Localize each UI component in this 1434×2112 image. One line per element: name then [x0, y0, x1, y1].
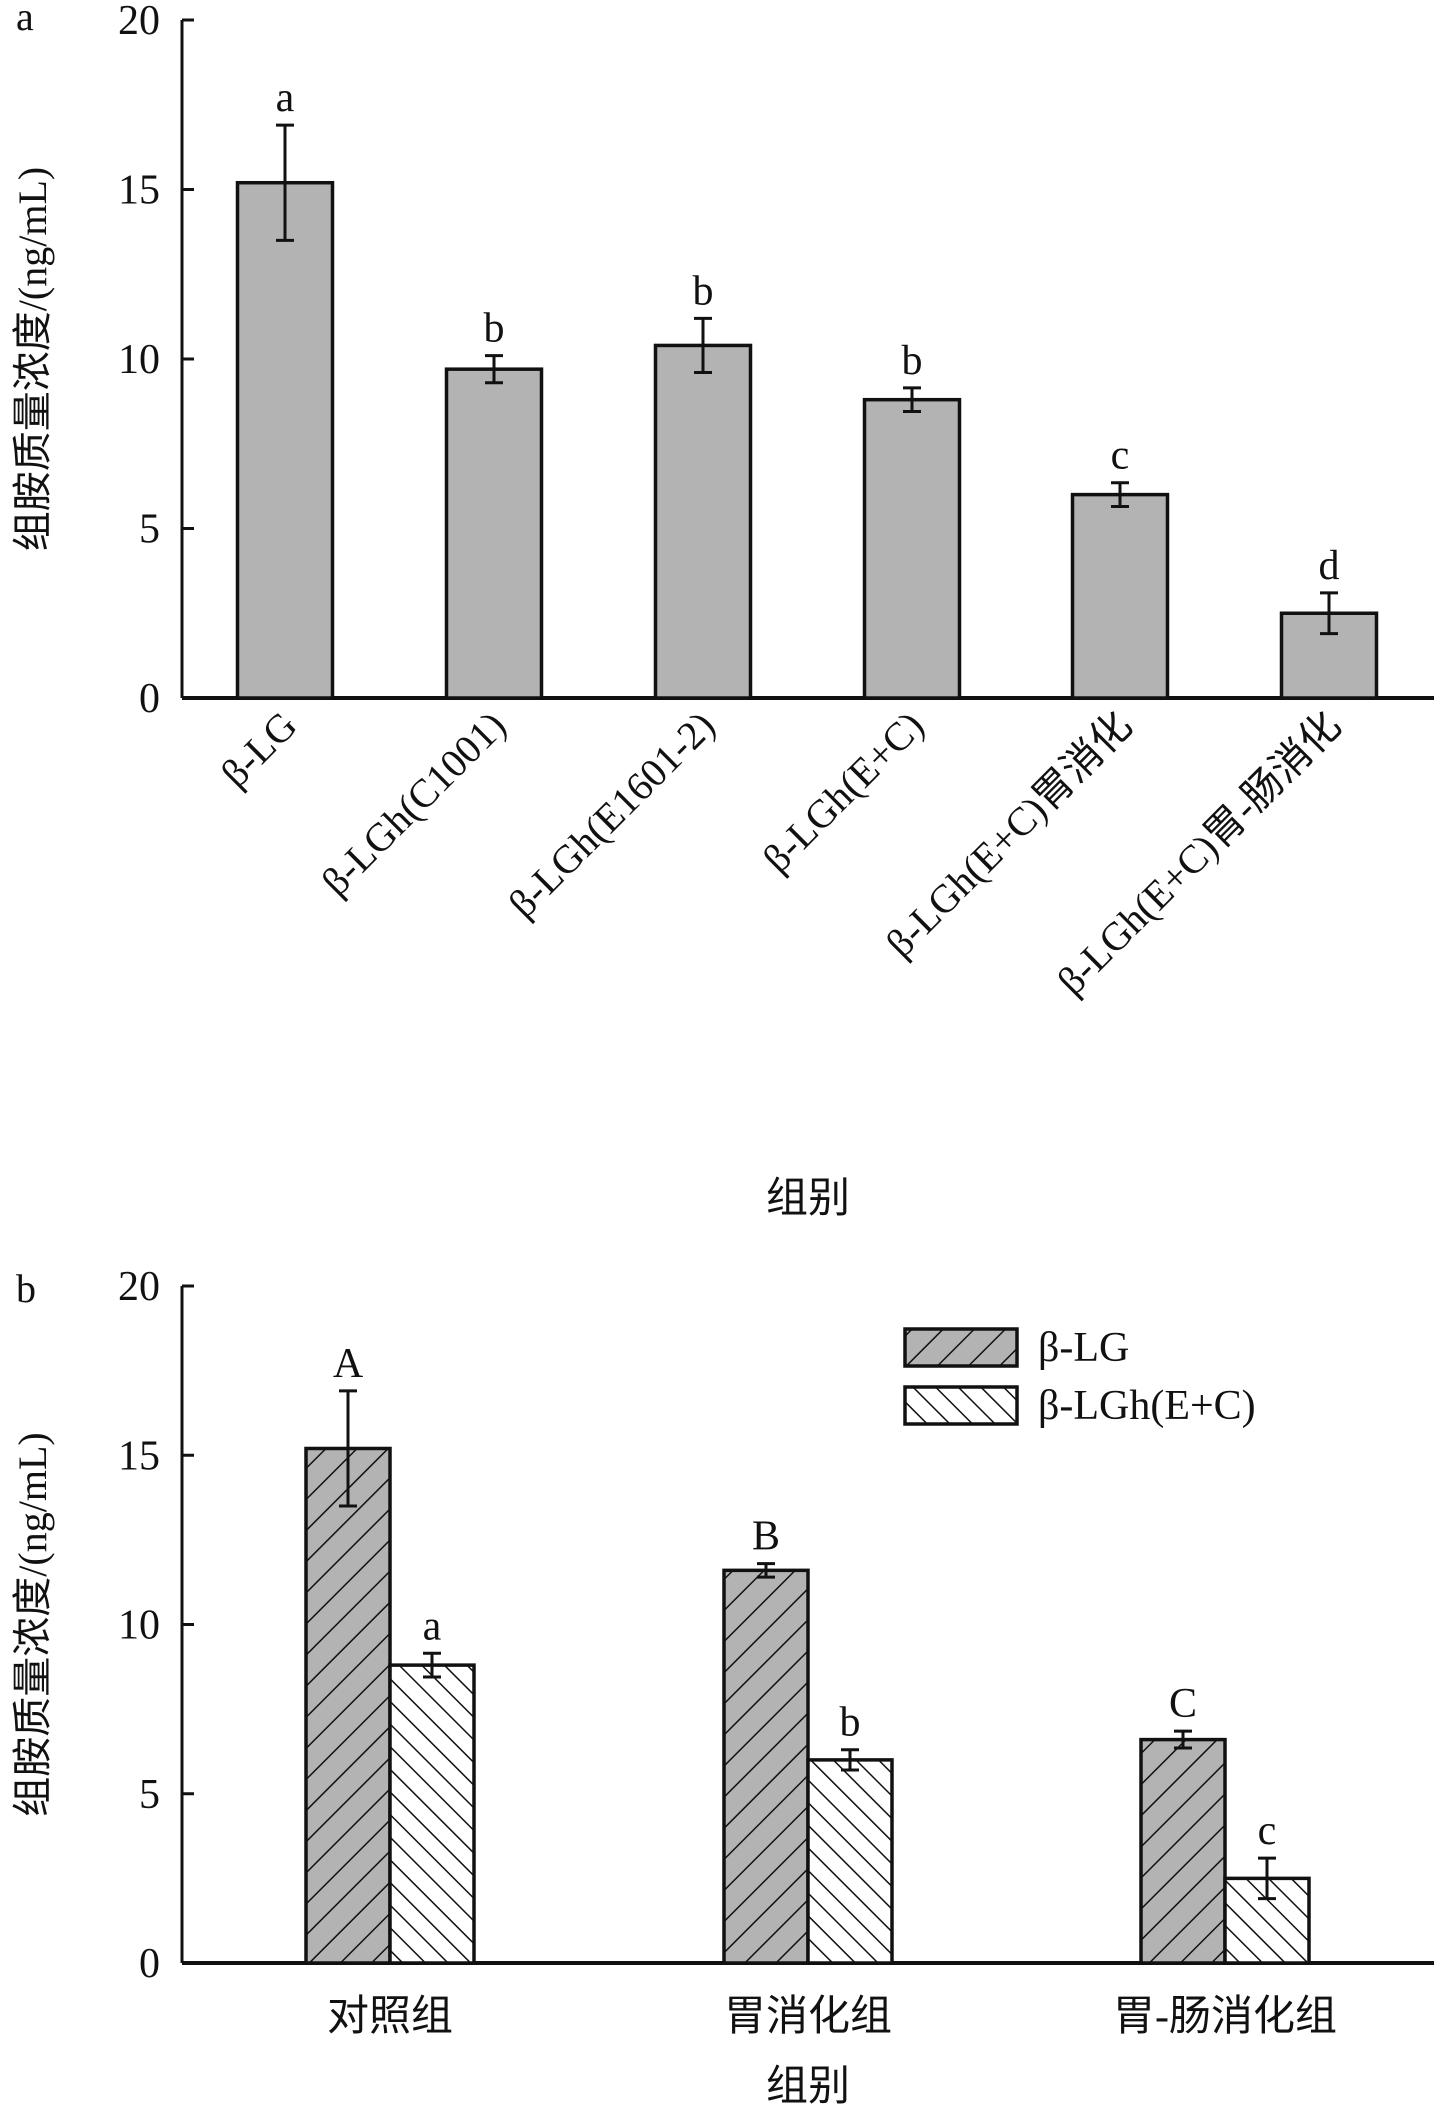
bar — [388, 1663, 476, 1965]
panel-label-b: b — [16, 1266, 36, 1311]
y-tick-label: 10 — [118, 337, 160, 383]
significance-letter: a — [276, 75, 295, 121]
chart-a: 0 5 10 15 20 组胺质量浓度/(ng/mL) a β-LG b β-LGh(C1001)… — [10, 0, 1434, 1222]
legend-swatch — [903, 1385, 1019, 1426]
x-axis-label: 组别 — [766, 1176, 850, 1222]
legend-label: β-LGh(E+C) — [1038, 1383, 1256, 1429]
bar — [722, 1568, 810, 1965]
x-tick-label: β-LGh(E1601-2) — [500, 703, 724, 927]
chart-b: 0 5 10 15 20 组胺质量浓度/(ng/mL) A B Cβ-LG a b c β-LGh(E+… — [10, 1264, 1434, 2110]
significance-letter: b — [484, 306, 505, 352]
significance-letter: d — [1319, 543, 1340, 589]
bar — [1139, 1737, 1227, 1965]
significance-letter: b — [693, 268, 714, 314]
x-tick-label: β-LGh(C1001) — [313, 703, 515, 905]
y-tick-label: 0 — [139, 1941, 160, 1987]
y-tick-label: 20 — [118, 0, 160, 44]
x-tick-label: β-LGh(E+C) — [754, 703, 932, 881]
significance-letter: C — [1169, 1681, 1197, 1727]
y-tick-label: 0 — [139, 676, 160, 722]
bar — [653, 343, 753, 700]
y-tick-label: 15 — [118, 1433, 160, 1479]
significance-letter: B — [752, 1514, 780, 1560]
x-tick-label: 胃消化组 — [724, 1994, 892, 2040]
y-axis-label: 组胺质量浓度/(ng/mL) — [10, 167, 55, 551]
x-tick-label: 胃-肠消化组 — [1113, 1994, 1337, 2040]
significance-letter: b — [840, 1700, 861, 1746]
bar — [304, 1446, 392, 1965]
x-tick-label: β-LG — [212, 703, 305, 796]
y-tick-label: 5 — [139, 1772, 160, 1818]
bar — [235, 180, 335, 700]
y-tick-label: 20 — [118, 1264, 160, 1310]
y-tick-label: 15 — [118, 168, 160, 214]
x-tick-label: 对照组 — [327, 1994, 453, 2040]
y-axis-label: 组胺质量浓度/(ng/mL) — [10, 1432, 55, 1816]
significance-letter: c — [1258, 1808, 1277, 1854]
panel-label-a: a — [16, 0, 34, 39]
bar — [1070, 492, 1170, 700]
x-axis-label: 组别 — [766, 2064, 850, 2110]
significance-letter: A — [333, 1341, 364, 1387]
bar — [806, 1758, 894, 1965]
y-tick-label: 10 — [118, 1603, 160, 1649]
bar — [444, 367, 544, 700]
legend-swatch — [903, 1327, 1019, 1368]
significance-letter: c — [1111, 433, 1130, 479]
y-tick-label: 5 — [139, 507, 160, 553]
bar — [862, 397, 962, 700]
legend-label: β-LG — [1038, 1325, 1129, 1371]
significance-letter: a — [423, 1603, 442, 1649]
significance-letter: b — [902, 338, 923, 384]
